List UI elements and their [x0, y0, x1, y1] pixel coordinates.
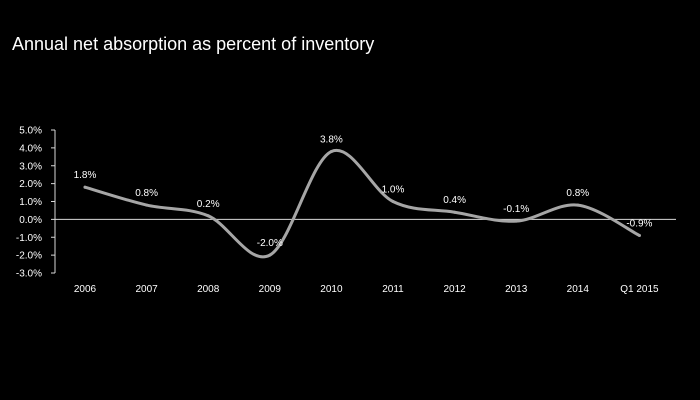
data-label: 3.8%: [320, 134, 343, 145]
series-line: [83, 148, 641, 259]
data-label: -0.9%: [626, 218, 652, 229]
x-tick-label: 2009: [259, 284, 282, 295]
data-point: [576, 203, 580, 207]
y-tick-label: 0.0%: [19, 215, 42, 226]
y-tick-label: 5.0%: [19, 126, 42, 137]
data-label: 0.8%: [135, 188, 158, 199]
x-tick-label: 2008: [197, 284, 220, 295]
y-tick-label: 2.0%: [19, 179, 42, 190]
x-tick-label: 2013: [505, 284, 528, 295]
x-tick-label: 2006: [74, 284, 97, 295]
data-point: [206, 214, 210, 218]
data-point: [83, 185, 87, 189]
data-point: [268, 253, 272, 257]
data-point: [329, 149, 333, 153]
x-tick-label: Q1 2015: [620, 284, 659, 295]
data-label: 0.2%: [197, 199, 220, 210]
data-label: 0.4%: [443, 195, 466, 206]
data-point: [514, 219, 518, 223]
data-point: [637, 233, 641, 237]
data-point: [453, 210, 457, 214]
y-tick-label: 3.0%: [19, 161, 42, 172]
data-point: [391, 200, 395, 203]
x-tick-label: 2011: [382, 284, 404, 295]
data-label: 0.8%: [566, 188, 589, 199]
data-label: 1.8%: [74, 170, 97, 181]
x-tick-label: 2014: [567, 284, 590, 295]
data-label: 1.0%: [382, 185, 405, 196]
y-tick-label: -2.0%: [16, 251, 42, 262]
y-tick-label: 1.0%: [19, 197, 42, 208]
y-tick-label: 4.0%: [19, 143, 42, 154]
y-tick-label: -1.0%: [16, 233, 42, 244]
x-tick-label: 2012: [443, 284, 466, 295]
chart-title: Annual net absorption as percent of inve…: [12, 34, 375, 54]
data-point: [145, 203, 149, 207]
data-label: -0.1%: [503, 204, 529, 215]
y-tick-label: -3.0%: [16, 269, 42, 280]
data-label: -2.0%: [257, 238, 283, 249]
x-tick-label: 2010: [320, 284, 343, 295]
x-tick-label: 2007: [135, 284, 158, 295]
